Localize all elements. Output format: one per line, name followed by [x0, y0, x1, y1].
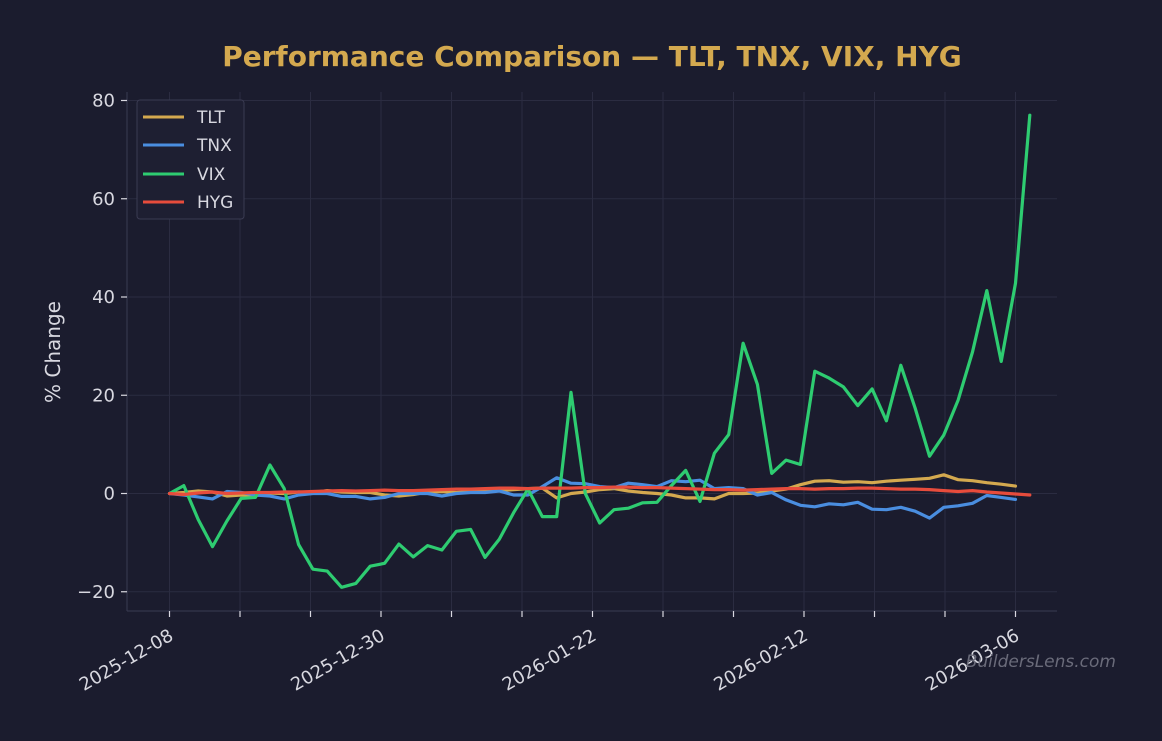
legend-label-tlt: TLT: [196, 108, 226, 128]
legend-label-vix: VIX: [197, 165, 226, 185]
series-line-tnx: [167, 476, 1018, 520]
legend-label-tnx: TNX: [196, 136, 232, 156]
series-line-vix: [167, 113, 1032, 589]
y-axis-label: % Change: [41, 301, 65, 403]
y-tick-label: −20: [77, 582, 115, 603]
y-axis-ticks: −20 0 20 40 60 80: [77, 91, 127, 603]
legend: TLT TNX VIX HYG: [136, 99, 245, 220]
legend-box: [136, 99, 245, 220]
y-tick-label: 20: [92, 385, 115, 406]
y-tick-label: 60: [92, 189, 115, 210]
y-tick-label: 80: [92, 91, 115, 112]
y-tick-label: 0: [104, 484, 115, 505]
series-lines: [167, 113, 1032, 589]
series-line-hyg: [167, 485, 1032, 497]
grid: [127, 92, 1057, 611]
chart-title: Performance Comparison — TLT, TNX, VIX, …: [222, 40, 962, 73]
legend-label-hyg: HYG: [197, 193, 233, 213]
watermark: BuildersLens.com: [966, 652, 1116, 672]
y-tick-label: 40: [92, 287, 115, 308]
